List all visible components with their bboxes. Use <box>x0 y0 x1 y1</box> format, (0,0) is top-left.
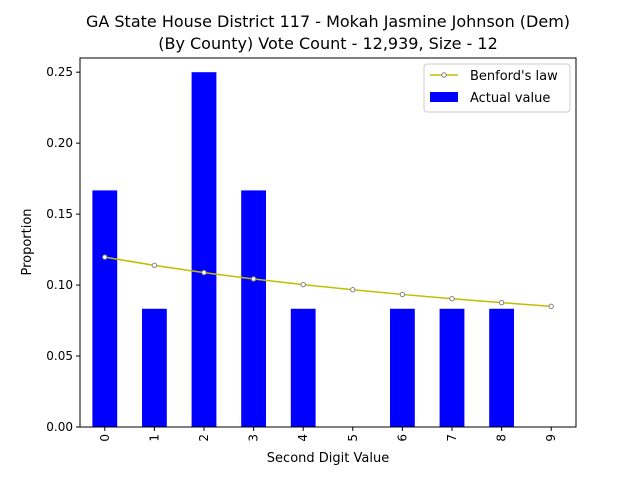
benford-marker-digit-1 <box>151 262 158 269</box>
x-tick-label: 1 <box>147 434 161 442</box>
benford-marker-digit-2 <box>201 269 207 276</box>
benford-marker-digit-0 <box>102 254 108 260</box>
y-tick-label: 0.05 <box>46 349 73 363</box>
legend-box <box>423 63 571 113</box>
bar-digit-4 <box>290 308 316 427</box>
benford-line-layer <box>102 254 554 310</box>
x-tick-label: 8 <box>495 434 509 442</box>
y-tick-label: 0.15 <box>46 207 73 221</box>
x-tick-label: 5 <box>346 434 360 442</box>
legend-actual-label: Actual value <box>470 91 550 106</box>
x-tick-label: 6 <box>395 434 409 442</box>
legend-actual-swatch-icon <box>430 92 458 102</box>
benford-marker-digit-3 <box>250 276 257 282</box>
benford-line <box>104 256 552 308</box>
y-tick-label: 0.00 <box>46 420 73 434</box>
chart-title: GA State House District 117 - Mokah Jasm… <box>86 12 570 53</box>
legend: Benford's law Actual value <box>423 63 571 113</box>
y-axis: 0.00 0.05 0.10 0.15 0.20 0.25 <box>46 65 80 434</box>
y-tick-label: 0.20 <box>46 136 73 150</box>
bars-layer <box>92 72 514 427</box>
x-tick-label: 4 <box>296 434 310 442</box>
x-axis: 0 1 2 3 4 5 6 7 8 9 <box>98 427 558 442</box>
benford-marker-digit-7 <box>449 296 455 302</box>
x-tick-label: 9 <box>544 434 558 442</box>
bar-digit-8 <box>489 308 514 427</box>
y-tick-label: 0.10 <box>46 278 73 292</box>
bar-digit-3 <box>241 190 266 427</box>
chart-title-line-2: (By County) Vote Count - 12,939, Size - … <box>158 34 498 53</box>
benford-marker-digit-5 <box>350 287 356 293</box>
bar-digit-2 <box>191 72 217 427</box>
benford-marker-digit-4 <box>300 281 306 288</box>
y-axis-label: Proportion <box>20 208 35 275</box>
x-axis-label: Second Digit Value <box>267 451 389 466</box>
benford-marker-digit-8 <box>498 299 505 306</box>
legend-benford-label: Benford's law <box>470 69 558 84</box>
x-tick-label: 2 <box>197 434 211 442</box>
chart-title-line-1: GA State House District 117 - Mokah Jasm… <box>86 12 570 31</box>
plot-frame <box>79 57 577 428</box>
benford-marker-digit-9 <box>548 303 554 310</box>
bar-digit-7 <box>439 308 465 427</box>
bar-digit-0 <box>92 190 118 427</box>
benford-marker-digit-6 <box>399 291 406 298</box>
x-tick-label: 7 <box>445 434 459 442</box>
x-tick-label: 3 <box>247 434 261 442</box>
legend-benford-marker-icon <box>441 72 447 78</box>
y-tick-label: 0.25 <box>46 65 73 79</box>
bar-digit-6 <box>390 308 415 427</box>
bar-digit-1 <box>142 308 167 427</box>
x-tick-label: 0 <box>98 434 112 442</box>
